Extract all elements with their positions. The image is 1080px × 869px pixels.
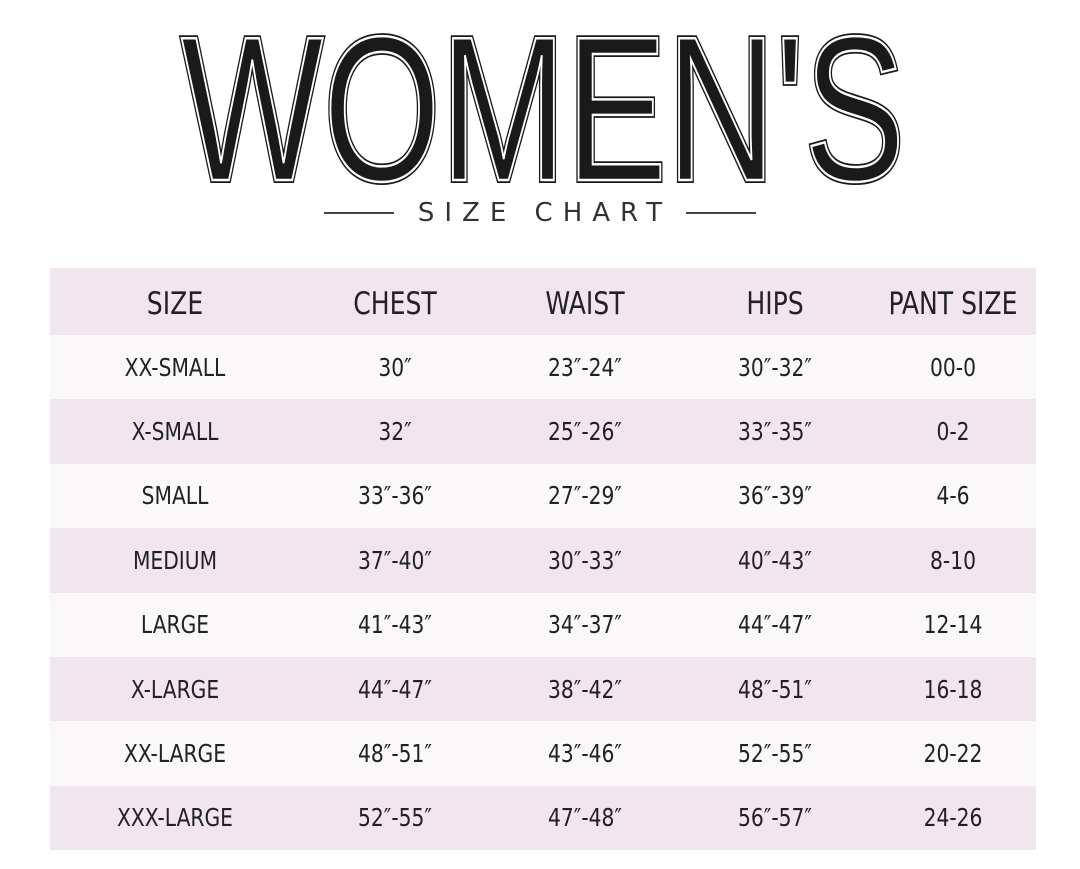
table-row: X-LARGE 44″-47″ 38″-42″ 48″-51″ 16-18 [50,656,1036,722]
subtitle-text: SIZE CHART [417,198,673,228]
table-cell: 56″-57″ [738,803,812,833]
table-cell: 16-18 [923,674,983,704]
table-cell: MEDIUM [132,545,218,575]
table-cell: LARGE [140,610,210,640]
table-cell: 41″-43″ [358,610,432,640]
table-cell: 24-26 [923,803,983,833]
table-cell: 30″-33″ [548,545,622,575]
size-table: SIZE CHEST WAIST HIPS PANT SIZE XX-SMALL… [50,268,1036,851]
table-cell: 43″-46″ [548,739,622,769]
table-cell: 52″-55″ [738,739,812,769]
divider-right [686,212,757,214]
table-cell: 4-6 [936,481,970,511]
table-cell: 34″-37″ [548,610,622,640]
table-row: MEDIUM 37″-40″ 30″-33″ 40″-43″ 8-10 [50,528,1036,593]
divider-left [323,212,394,214]
table-row: XX-SMALL 30″ 23″-24″ 30″-32″ 00-0 [50,335,1036,400]
table-cell: 36″-39″ [738,481,812,511]
table-cell: 47″-48″ [548,803,622,833]
table-cell: SMALL [141,481,209,511]
table-cell: 48″-51″ [358,739,432,769]
table-cell: 33″-35″ [738,417,812,447]
table-row: XXX-LARGE 52″-55″ 47″-48″ 56″-57″ 24-26 [50,785,1036,851]
column-header: WAIST [545,285,625,322]
table-cell: 44″-47″ [358,674,432,704]
table-cell: 48″-51″ [738,674,812,704]
column-header: CHEST [353,285,437,322]
table-cell: 32″ [378,417,412,447]
table-row: XX-LARGE 48″-51″ 43″-46″ 52″-55″ 20-22 [50,721,1036,786]
table-cell: X-SMALL [131,417,219,447]
table-row: SMALL 33″-36″ 27″-29″ 36″-39″ 4-6 [50,463,1036,529]
subtitle: SIZE CHART [0,198,1080,228]
column-header: SIZE [146,285,204,322]
table-cell: X-LARGE [130,674,220,704]
table-cell: 44″-47″ [738,610,812,640]
table-cell: 30″ [378,352,412,382]
table-cell: XX-LARGE [123,739,227,769]
table-cell: 25″-26″ [548,417,622,447]
svg-text:WOMEN'S: WOMEN'S [181,0,905,200]
table-cell: 52″-55″ [358,803,432,833]
column-header: HIPS [746,285,804,322]
page-title: WOMEN'S WOMEN'S [178,0,908,200]
table-cell: XXX-LARGE [117,803,233,833]
column-header: PANT SIZE [888,285,1018,322]
table-cell: 8-10 [930,545,976,575]
table-cell: 00-0 [930,352,976,382]
table-row: LARGE 41″-43″ 34″-37″ 44″-47″ 12-14 [50,592,1036,657]
table-cell: 40″-43″ [738,545,812,575]
table-row: X-SMALL 32″ 25″-26″ 33″-35″ 0-2 [50,399,1036,464]
table-cell: 30″-32″ [738,352,812,382]
table-cell: XX-SMALL [124,352,226,382]
table-cell: 33″-36″ [358,481,432,511]
table-header: SIZE CHEST WAIST HIPS PANT SIZE [50,268,1036,335]
table-cell: 37″-40″ [358,545,432,575]
table-cell: 38″-42″ [548,674,622,704]
table-cell: 23″-24″ [548,352,622,382]
svg-text:WOMEN'S: WOMEN'S [181,0,905,200]
table-cell: 0-2 [936,417,970,447]
table-cell: 20-22 [923,739,983,769]
table-cell: 27″-29″ [548,481,622,511]
table-cell: 12-14 [923,610,983,640]
